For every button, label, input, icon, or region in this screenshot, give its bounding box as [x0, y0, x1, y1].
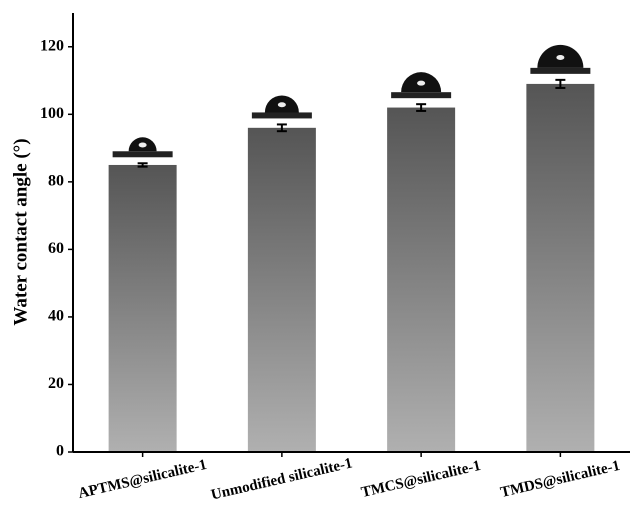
- droplet-substrate: [391, 92, 452, 99]
- x-tick-label: APTMS@silicalite-1: [77, 457, 209, 502]
- y-axis-label: Water contact angle (°): [10, 138, 31, 325]
- y-tick-label: 0: [56, 443, 64, 460]
- y-tick-label: 120: [40, 37, 64, 54]
- error-bar: [416, 103, 427, 112]
- droplet-image: [112, 137, 173, 158]
- y-tick-label: 60: [48, 240, 64, 257]
- droplet-image: [530, 44, 591, 74]
- droplet-substrate: [112, 151, 173, 158]
- error-bar: [137, 162, 148, 168]
- error-bar: [276, 123, 287, 133]
- error-bar: [555, 78, 566, 89]
- droplet-image: [391, 72, 452, 99]
- bar: [387, 107, 456, 453]
- x-tick-label: TMCS@silicalite-1: [360, 458, 483, 501]
- y-tick-label: 100: [40, 105, 64, 122]
- bar: [108, 164, 177, 452]
- y-tick-label: 80: [48, 173, 64, 190]
- droplet-highlight: [556, 55, 565, 61]
- y-tick-label: 20: [48, 375, 64, 392]
- droplet-highlight: [138, 142, 147, 148]
- droplet-substrate: [251, 112, 312, 119]
- droplet-highlight: [417, 80, 426, 86]
- droplet-image: [251, 95, 312, 119]
- droplet-substrate: [530, 67, 591, 74]
- bar: [526, 83, 595, 453]
- y-tick-label: 40: [48, 308, 64, 325]
- bar: [247, 127, 316, 453]
- droplet-highlight: [277, 102, 286, 108]
- x-tick-label: Unmodified silicalite-1: [210, 455, 354, 503]
- x-tick-label: TMDS@silicalite-1: [499, 458, 622, 501]
